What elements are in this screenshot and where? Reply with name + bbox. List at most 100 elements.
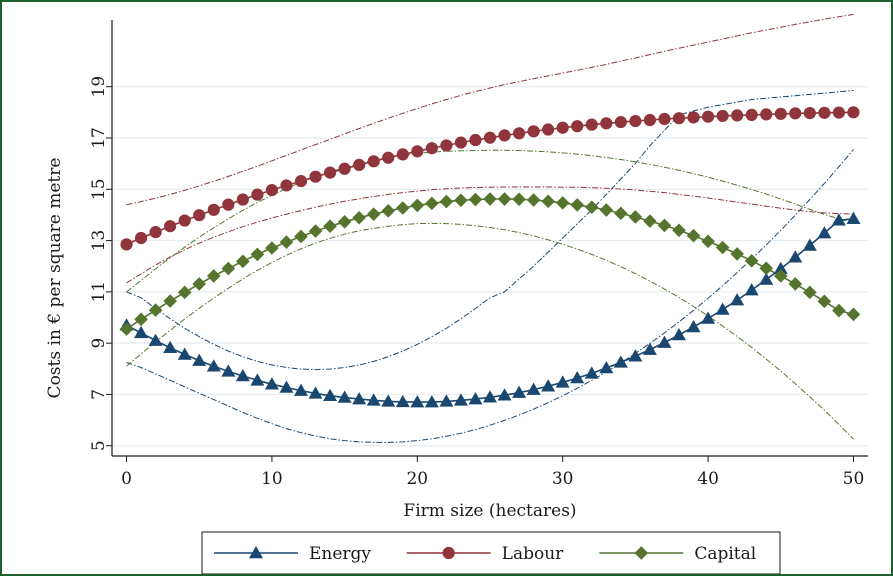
capital-point	[425, 196, 439, 211]
capital-point	[206, 269, 221, 283]
energy-point	[483, 390, 497, 403]
capital-point	[526, 193, 541, 207]
capital-ci-lower-line	[126, 222, 854, 440]
energy-series-line	[126, 218, 854, 403]
capital-point	[308, 224, 323, 238]
labour-point	[367, 155, 380, 168]
energy-point	[831, 213, 846, 226]
x-axis-title: Firm size (hectares)	[403, 501, 576, 521]
labour-point	[498, 129, 511, 142]
labour-point	[803, 106, 816, 120]
capital-point	[483, 192, 497, 206]
labour-point	[556, 121, 569, 134]
labour-point	[222, 198, 235, 211]
labour-point	[760, 108, 773, 121]
legend-capital-marker	[634, 546, 649, 560]
capital-point	[788, 277, 803, 291]
energy-point	[163, 340, 178, 354]
energy-ci-lower-line	[126, 149, 854, 443]
y-axis-title: Costs in € per square metre	[45, 158, 65, 399]
energy-point	[497, 388, 512, 401]
energy-point	[279, 380, 294, 393]
capital-point	[555, 196, 570, 210]
capital-point	[192, 277, 207, 291]
capital-point	[686, 228, 701, 243]
grid-lines	[112, 86, 868, 447]
capital-point	[250, 247, 265, 262]
energy-point	[192, 353, 207, 366]
labour-point	[716, 109, 729, 123]
labour-point	[774, 107, 787, 120]
x-tick-label: 0	[121, 469, 132, 489]
energy-point	[584, 366, 599, 379]
energy-point	[381, 394, 396, 407]
x-tick-label: 20	[406, 469, 428, 489]
labour-point	[236, 193, 249, 206]
capital-point	[337, 215, 352, 229]
energy-point	[352, 392, 367, 405]
labour-point	[265, 183, 279, 197]
capital-point	[265, 241, 279, 255]
capital-point	[817, 294, 832, 309]
capital-point	[236, 254, 250, 269]
labour-point	[280, 179, 293, 192]
series-markers	[119, 106, 861, 408]
energy-point	[526, 382, 541, 395]
energy-point	[686, 319, 701, 333]
labour-ci-upper-line	[126, 13, 854, 206]
labour-point	[207, 203, 220, 216]
labour-point	[425, 142, 438, 155]
x-tick-label: 10	[261, 469, 283, 489]
energy-point	[802, 238, 817, 251]
labour-point	[382, 151, 395, 164]
capital-point	[454, 193, 468, 208]
energy-point	[613, 355, 628, 368]
labour-point	[600, 117, 613, 130]
capital-point	[279, 235, 294, 249]
capital-point	[294, 229, 308, 244]
legend: Energy Labour Capital	[201, 531, 781, 574]
labour-point	[411, 145, 424, 158]
labour-point	[731, 109, 744, 122]
energy-point	[424, 395, 439, 408]
capital-point	[541, 194, 555, 209]
energy-point	[730, 293, 745, 306]
energy-point	[395, 394, 410, 408]
energy-point	[235, 368, 250, 382]
labour-point	[847, 106, 860, 119]
energy-point	[541, 379, 556, 392]
capital-point	[730, 247, 744, 261]
labour-point	[134, 231, 148, 245]
legend-capital-label: Capital	[694, 544, 756, 564]
labour-point	[120, 238, 133, 251]
energy-point	[250, 373, 265, 386]
capital-point	[439, 194, 454, 209]
energy-point	[570, 371, 585, 384]
x-tick-label: 30	[552, 469, 574, 489]
capital-point	[468, 192, 483, 207]
labour-point	[512, 127, 526, 140]
capital-point	[148, 303, 163, 317]
capital-point	[773, 269, 788, 283]
y-tick-labels: 5 7 9 11 13 15 17 19	[89, 76, 109, 451]
energy-point	[453, 393, 468, 406]
legend-energy-label: Energy	[309, 544, 371, 564]
capital-point	[366, 207, 381, 221]
energy-point	[788, 250, 803, 263]
capital-point	[177, 285, 192, 300]
labour-point	[614, 115, 627, 129]
labour-point	[396, 148, 409, 161]
energy-point	[773, 261, 788, 275]
energy-point	[846, 211, 861, 225]
labour-point	[149, 226, 162, 239]
capital-point	[628, 210, 643, 224]
capital-point	[614, 206, 628, 221]
energy-point	[759, 272, 774, 285]
labour-point	[542, 123, 555, 136]
labour-point	[832, 106, 846, 119]
capital-point	[701, 234, 715, 249]
labour-point	[294, 174, 308, 188]
capital-point	[352, 210, 366, 225]
capital-point	[744, 254, 759, 268]
